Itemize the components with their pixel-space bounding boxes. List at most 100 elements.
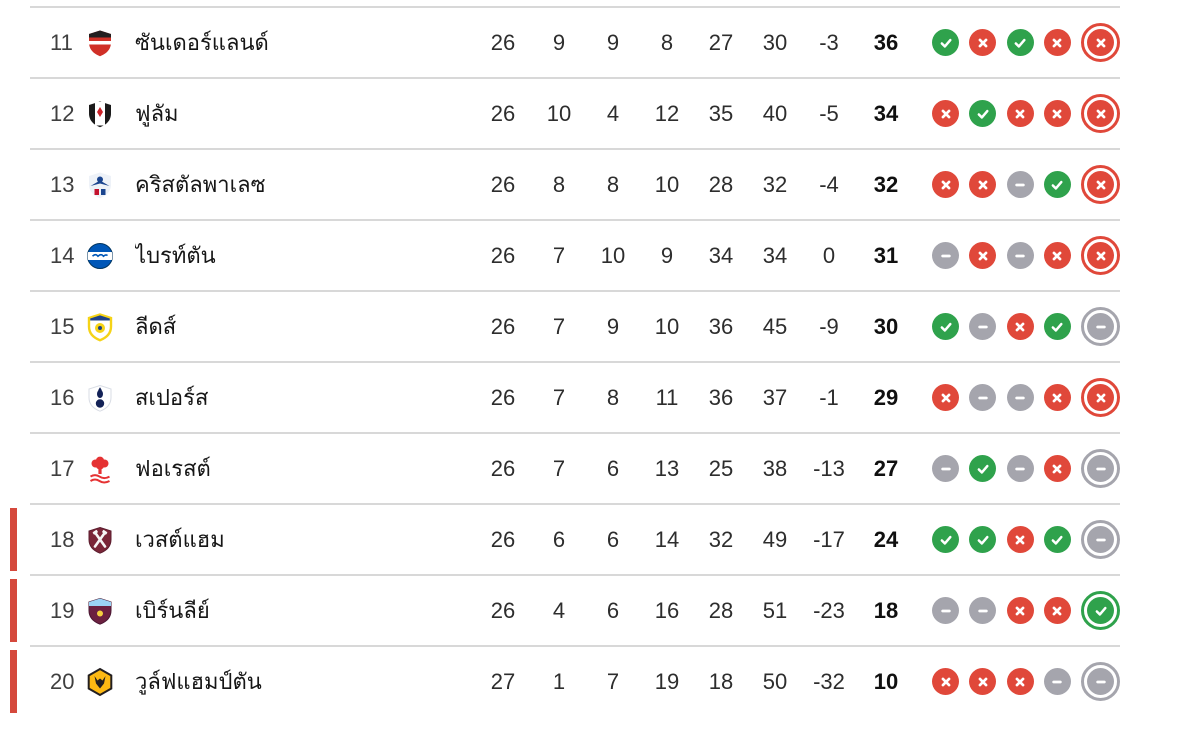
- form-draw-icon[interactable]: [1043, 668, 1071, 695]
- form-loss-icon[interactable]: [1087, 242, 1114, 269]
- form-win-icon[interactable]: [1043, 526, 1071, 553]
- points: 32: [873, 171, 899, 197]
- form-draw-icon[interactable]: [932, 242, 959, 269]
- goals-for: 27: [708, 29, 734, 55]
- matches-played: 26: [490, 313, 516, 339]
- form-loss-icon[interactable]: [1006, 313, 1034, 340]
- form-loss-icon[interactable]: [932, 100, 959, 127]
- form-loss-icon[interactable]: [1006, 668, 1034, 695]
- form-latest-loss-icon[interactable]: [1081, 23, 1120, 62]
- goals-against: 51: [762, 597, 788, 623]
- goals-against: 38: [762, 455, 788, 481]
- goal-difference: -13: [813, 455, 845, 481]
- form-draw-icon[interactable]: [1087, 526, 1114, 553]
- form-latest-draw-icon[interactable]: [1081, 307, 1120, 346]
- form-indicators: [932, 662, 1120, 701]
- form-loss-icon[interactable]: [1043, 597, 1071, 624]
- form-win-icon[interactable]: [932, 526, 959, 553]
- table-row[interactable]: 16 สเปอร์ส 26 7 8 11 36 37 -1 29: [30, 361, 1120, 432]
- form-latest-loss-icon[interactable]: [1081, 378, 1120, 417]
- form-latest-loss-icon[interactable]: [1081, 165, 1120, 204]
- losses: 8: [660, 29, 674, 55]
- table-row[interactable]: 12 ฟูลัม 26 10 4 12 35 40 -5 34: [30, 77, 1120, 148]
- goals-against: 37: [762, 384, 788, 410]
- form-loss-icon[interactable]: [1006, 100, 1034, 127]
- form-loss-icon[interactable]: [969, 171, 997, 198]
- burnley-badge: [85, 596, 115, 626]
- form-latest-draw-icon[interactable]: [1081, 449, 1120, 488]
- form-draw-icon[interactable]: [969, 313, 997, 340]
- position: 13: [50, 171, 75, 197]
- form-draw-icon[interactable]: [1006, 455, 1034, 482]
- form-win-icon[interactable]: [932, 29, 959, 56]
- form-win-icon[interactable]: [1006, 29, 1034, 56]
- table-row[interactable]: 13 คริสตัลพาเลซ 26 8 8 10 28 32 -4 32: [30, 148, 1120, 219]
- form-win-icon[interactable]: [932, 313, 959, 340]
- points: 24: [873, 526, 899, 552]
- form-win-icon[interactable]: [969, 526, 997, 553]
- form-draw-icon[interactable]: [1087, 668, 1114, 695]
- goals-against: 50: [762, 668, 788, 694]
- form-win-icon[interactable]: [1087, 597, 1114, 624]
- draws: 6: [606, 526, 620, 552]
- form-win-icon[interactable]: [969, 455, 997, 482]
- form-draw-icon[interactable]: [1087, 455, 1114, 482]
- form-win-icon[interactable]: [1043, 313, 1071, 340]
- form-loss-icon[interactable]: [1043, 384, 1071, 411]
- wins: 10: [546, 100, 572, 126]
- form-loss-icon[interactable]: [1006, 597, 1034, 624]
- goals-against: 40: [762, 100, 788, 126]
- form-loss-icon[interactable]: [1043, 100, 1071, 127]
- form-loss-icon[interactable]: [932, 384, 959, 411]
- form-latest-loss-icon[interactable]: [1081, 94, 1120, 133]
- goals-for: 35: [708, 100, 734, 126]
- form-loss-icon[interactable]: [1043, 29, 1071, 56]
- form-draw-icon[interactable]: [1006, 384, 1034, 411]
- table-row[interactable]: 18 เวสต์แฮม 26 6 6 14 32 49 -17 24: [10, 503, 1120, 574]
- team-name: ลีดส์: [135, 314, 177, 339]
- form-loss-icon[interactable]: [1087, 171, 1114, 198]
- form-loss-icon[interactable]: [932, 171, 959, 198]
- form-loss-icon[interactable]: [1087, 29, 1114, 56]
- table-row[interactable]: 19 เบิร์นลีย์ 26 4 6 16 28 51 -23 18: [10, 574, 1120, 645]
- form-loss-icon[interactable]: [1043, 455, 1071, 482]
- goals-for: 25: [708, 455, 734, 481]
- wins: 7: [552, 313, 566, 339]
- form-draw-icon[interactable]: [932, 455, 959, 482]
- form-loss-icon[interactable]: [1087, 100, 1114, 127]
- form-draw-icon[interactable]: [932, 597, 959, 624]
- form-draw-icon[interactable]: [1087, 313, 1114, 340]
- table-row[interactable]: 11 ซันเดอร์แลนด์ 26 9 9 8 27 30 -3 36: [30, 6, 1120, 77]
- form-loss-icon[interactable]: [969, 668, 997, 695]
- form-loss-icon[interactable]: [1043, 242, 1071, 269]
- form-win-icon[interactable]: [1043, 171, 1071, 198]
- form-loss-icon[interactable]: [1087, 384, 1114, 411]
- form-latest-loss-icon[interactable]: [1081, 236, 1120, 275]
- losses: 10: [654, 313, 680, 339]
- matches-played: 26: [490, 100, 516, 126]
- form-draw-icon[interactable]: [1006, 171, 1034, 198]
- goals-for: 36: [708, 384, 734, 410]
- form-loss-icon[interactable]: [932, 668, 959, 695]
- wolves-badge: [85, 667, 115, 697]
- matches-played: 26: [490, 384, 516, 410]
- form-draw-icon[interactable]: [1006, 242, 1034, 269]
- table-row[interactable]: 17 ฟอเรสต์ 26 7 6 13 25 38 -13 27: [30, 432, 1120, 503]
- form-loss-icon[interactable]: [969, 242, 997, 269]
- form-loss-icon[interactable]: [969, 29, 997, 56]
- form-latest-draw-icon[interactable]: [1081, 520, 1120, 559]
- points: 30: [873, 313, 899, 339]
- draws: 8: [606, 171, 620, 197]
- table-row[interactable]: 15 ลีดส์ 26 7 9 10 36 45 -9 30: [30, 290, 1120, 361]
- table-row[interactable]: 14 ไบรท์ตัน 26 7 10 9 34 34 0 31: [30, 219, 1120, 290]
- form-latest-draw-icon[interactable]: [1081, 662, 1120, 701]
- wins: 1: [552, 668, 566, 694]
- form-latest-win-icon[interactable]: [1081, 591, 1120, 630]
- form-win-icon[interactable]: [969, 100, 997, 127]
- form-draw-icon[interactable]: [969, 384, 997, 411]
- form-loss-icon[interactable]: [1006, 526, 1034, 553]
- form-draw-icon[interactable]: [969, 597, 997, 624]
- goals-against: 30: [762, 29, 788, 55]
- table-row[interactable]: 20 วูล์ฟแฮมป์ตัน 27 1 7 19 18 50 -32 10: [10, 645, 1120, 716]
- draws: 9: [606, 313, 620, 339]
